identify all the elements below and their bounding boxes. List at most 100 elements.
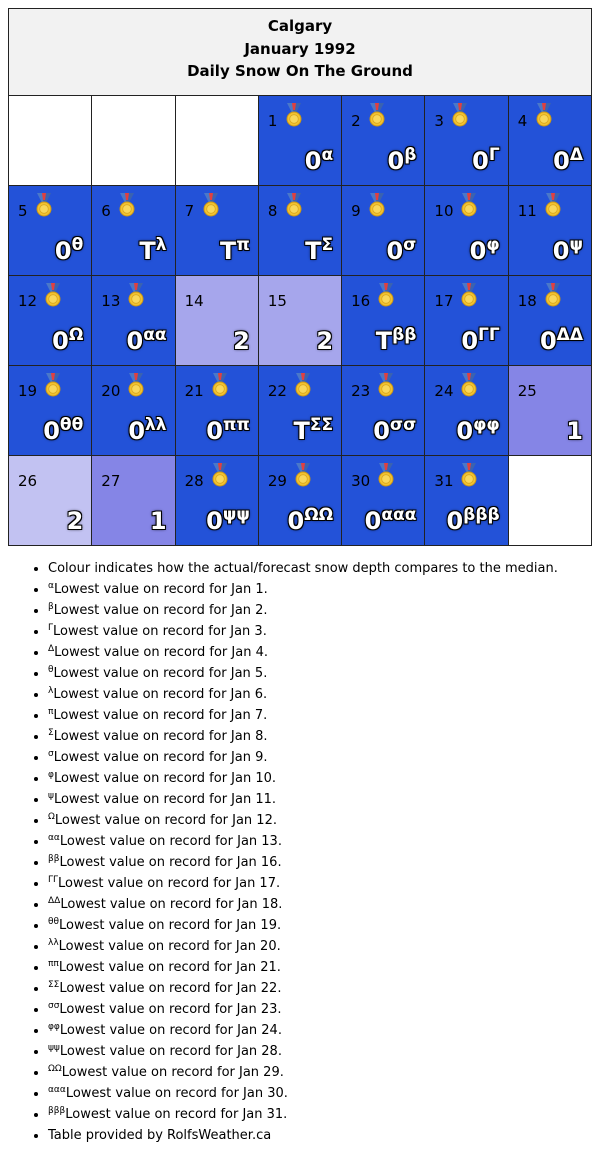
- snow-depth-number: 0: [287, 507, 305, 535]
- footnote-text: Lowest value on record for Jan 8.: [53, 729, 268, 744]
- calendar-week-row: 5 0θ 6 Tλ 7 Tπ 8 TΣ 9 0σ 10 0φ 11 0ψ: [7, 185, 593, 276]
- medal-icon: [42, 372, 64, 398]
- footnote-marker: ψψ: [48, 1043, 60, 1053]
- footnote-item: ψψLowest value on record for Jan 28.: [48, 1041, 592, 1062]
- record-footnote-marker: ΩΩ: [304, 505, 334, 525]
- footnote-text: Lowest value on record for Jan 17.: [58, 876, 281, 891]
- footnote-item: λλLowest value on record for Jan 20.: [48, 936, 592, 957]
- footnote-marker: ααα: [48, 1085, 66, 1095]
- record-footnote-marker: ππ: [222, 415, 250, 435]
- footnote-marker: σ: [48, 749, 54, 759]
- record-footnote-marker: Ω: [68, 325, 84, 345]
- snow-depth-value: 0θ: [55, 235, 84, 266]
- footnote-text: Lowest value on record for Jan 11.: [53, 792, 277, 807]
- footnote-text: Lowest value on record for Jan 22.: [59, 981, 282, 996]
- footnote-marker: Σ: [48, 728, 54, 738]
- footnote-marker: βββ: [48, 1106, 66, 1116]
- month-title: January 1992: [244, 39, 356, 58]
- footnote-text: Lowest value on record for Jan 6.: [53, 687, 268, 702]
- footnote-text: Lowest value on record for Jan 29.: [61, 1065, 284, 1080]
- footnote-item: ββLowest value on record for Jan 16.: [48, 852, 592, 873]
- day-cell: 12 0Ω: [7, 275, 93, 366]
- medal-icon: [458, 372, 480, 398]
- snow-depth-number: 0: [304, 147, 322, 175]
- footnote-text: Lowest value on record for Jan 12.: [54, 813, 277, 828]
- snow-depth-value: 0σσ: [373, 415, 417, 446]
- day-cell: 3 0Γ: [424, 95, 509, 186]
- day-number: 10: [434, 202, 454, 220]
- record-footnote-marker: Σ: [321, 235, 334, 255]
- medal-icon: [366, 192, 388, 218]
- snow-depth-number: 0: [469, 237, 487, 265]
- snow-depth-value: 2: [67, 507, 84, 535]
- footnote-item: ΣLowest value on record for Jan 8.: [48, 726, 592, 747]
- day-number: 29: [267, 472, 287, 490]
- day-cell: 4 0Δ: [507, 95, 593, 186]
- day-number: 30: [351, 472, 371, 490]
- snow-depth-number: 0: [461, 327, 479, 355]
- footnote-text: Lowest value on record for Jan 1.: [53, 582, 268, 597]
- footnote-text: Lowest value on record for Jan 30.: [65, 1086, 288, 1101]
- day-number: 9: [351, 202, 361, 220]
- snow-depth-number: 2: [316, 327, 334, 355]
- record-footnote-marker: σ: [403, 235, 417, 255]
- day-number: 16: [351, 292, 371, 310]
- medal-icon: [542, 192, 564, 218]
- day-cell: 6 Tλ: [91, 185, 176, 276]
- snow-depth-value: 0σ: [386, 235, 417, 266]
- footnote-text: Lowest value on record for Jan 28.: [59, 1044, 282, 1059]
- day-number: 13: [101, 292, 121, 310]
- day-cell: 22 TΣΣ: [257, 365, 343, 456]
- snow-depth-number: 0: [206, 507, 223, 535]
- footnote-text: Lowest value on record for Jan 4.: [54, 645, 268, 660]
- snow-depth-value: 0Γ: [472, 145, 500, 176]
- medal-icon: [375, 282, 397, 308]
- medal-icon: [375, 372, 397, 398]
- empty-day-cell: [7, 95, 93, 186]
- record-footnote-marker: σσ: [389, 415, 417, 435]
- footnote-item: ψLowest value on record for Jan 11.: [48, 789, 592, 810]
- medal-icon: [292, 372, 314, 398]
- snow-depth-number: T: [220, 237, 237, 265]
- calendar-week-row: 12 0Ω 13 0αα 14 2 15 2 16 Tββ 17 0ΓΓ 18 0ΔΔ: [7, 275, 593, 366]
- medal-icon: [458, 192, 480, 218]
- snow-depth-number: 0: [539, 327, 557, 355]
- record-footnote-marker: λλ: [145, 415, 167, 435]
- footnote-item: ΣΣLowest value on record for Jan 22.: [48, 978, 592, 999]
- snow-depth-value: 0α: [304, 147, 333, 176]
- day-number: 3: [434, 112, 444, 130]
- day-number: 31: [434, 472, 454, 490]
- snow-depth-value: TΣΣ: [294, 417, 334, 446]
- medal-icon: [33, 192, 55, 218]
- record-footnote-marker: ΓΓ: [478, 325, 500, 345]
- snow-depth-value: Tλ: [139, 237, 166, 266]
- snow-depth-number: 0: [472, 147, 489, 175]
- medal-icon: [209, 462, 231, 488]
- footnote-text: Lowest value on record for Jan 9.: [53, 750, 268, 765]
- snow-depth-value: 0ψψ: [206, 507, 250, 536]
- footnote-text: Lowest value on record for Jan 10.: [53, 771, 277, 786]
- record-footnote-marker: φφ: [473, 415, 500, 435]
- snow-depth-value: 2: [316, 327, 333, 355]
- footnote-marker: Δ: [48, 644, 55, 654]
- record-footnote-marker: Γ: [488, 145, 500, 165]
- snow-depth-value: 0θθ: [43, 417, 83, 446]
- footnote-item: βLowest value on record for Jan 2.: [48, 600, 592, 621]
- footnote-marker: ΣΣ: [48, 980, 60, 990]
- footnote-text: Lowest value on record for Jan 31.: [65, 1107, 288, 1122]
- day-cell: 20 0λλ: [91, 365, 176, 456]
- snow-depth-number: T: [139, 237, 156, 265]
- day-cell: 17 0ΓΓ: [424, 275, 509, 366]
- footnote-text: Lowest value on record for Jan 24.: [59, 1023, 282, 1038]
- record-footnote-marker: ααα: [381, 505, 417, 525]
- day-number: 1: [267, 112, 278, 130]
- day-cell: 21 0ππ: [174, 365, 259, 456]
- day-cell: 1 0α: [257, 95, 343, 186]
- day-cell: 27 1: [91, 455, 176, 546]
- record-footnote-marker: θ: [71, 235, 84, 255]
- record-footnote-marker: ββ: [392, 325, 417, 345]
- day-cell: 25 1: [507, 365, 593, 456]
- footnote-text: Lowest value on record for Jan 19.: [59, 918, 282, 933]
- footnote-marker: λλ: [48, 938, 59, 948]
- footnote-text: Lowest value on record for Jan 16.: [59, 855, 282, 870]
